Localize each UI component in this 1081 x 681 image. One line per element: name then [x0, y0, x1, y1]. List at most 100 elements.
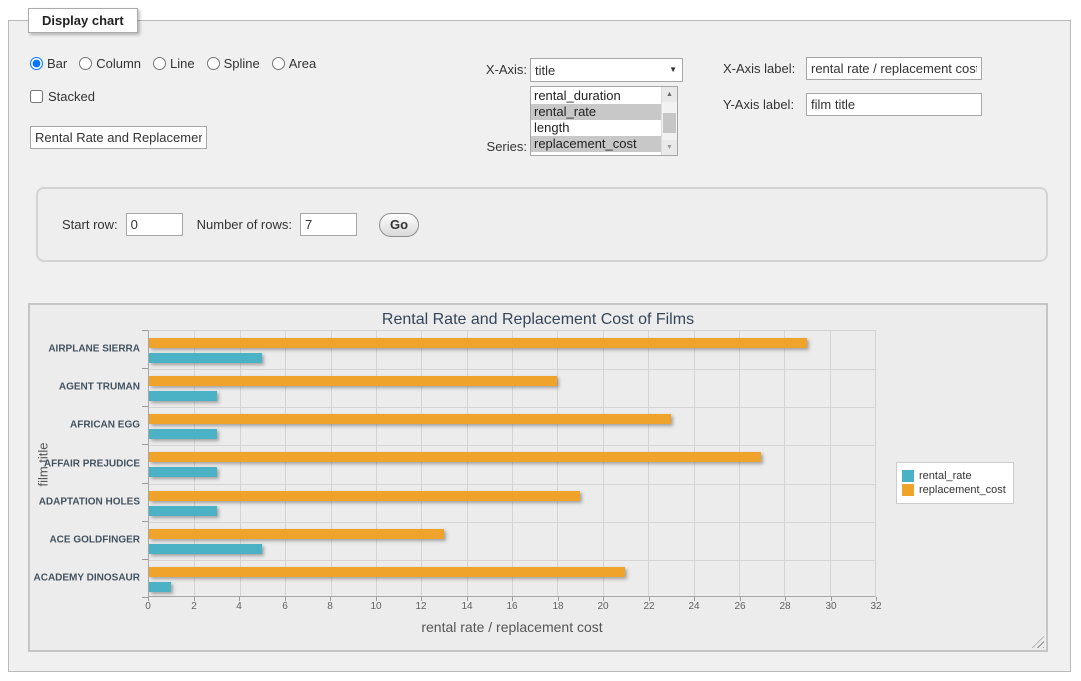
bar-replacement_cost — [149, 376, 557, 386]
bar-rental_rate — [149, 391, 217, 401]
series-option[interactable]: replacement_cost — [531, 136, 661, 152]
x-axis-select[interactable]: title — [530, 58, 683, 82]
chart-type-label[interactable]: Column — [96, 56, 141, 71]
gridline — [467, 331, 468, 596]
x-tick-label: 26 — [734, 601, 745, 612]
gridline — [285, 331, 286, 596]
gridline — [149, 522, 875, 523]
series-scrollbar[interactable]: ▲ ▼ — [661, 87, 677, 155]
gridline — [603, 331, 604, 596]
gridline — [149, 369, 875, 370]
x-axis-title: rental rate / replacement cost — [148, 619, 876, 635]
gridline — [149, 560, 875, 561]
x-tick-label: 4 — [236, 601, 242, 612]
chart-container: Rental Rate and Replacement Cost of Film… — [28, 303, 1048, 652]
stacked-label[interactable]: Stacked — [48, 89, 95, 104]
x-tick-label: 0 — [145, 601, 151, 612]
series-option-list: rental_durationrental_ratelengthreplacem… — [531, 87, 661, 155]
y-axis-label-field-label: Y-Axis label: — [723, 97, 794, 112]
plot-area — [148, 330, 876, 597]
x-tick-label: 10 — [370, 601, 381, 612]
panel-legend: Display chart — [28, 8, 138, 33]
y-axis-label-input[interactable] — [806, 93, 982, 116]
chart-type-label[interactable]: Area — [289, 56, 316, 71]
chart-type-radio-column[interactable] — [79, 57, 92, 70]
chart-type-radio-spline[interactable] — [207, 57, 220, 70]
category-label: AIRPLANE SIERRA — [30, 344, 140, 355]
stacked-checkbox[interactable] — [30, 90, 43, 103]
bar-replacement_cost — [149, 567, 625, 577]
series-option[interactable]: rental_rate — [531, 104, 661, 120]
legend-item[interactable]: rental_rate — [902, 470, 1006, 482]
rows-panel-inner: Start row: Number of rows: Go — [38, 189, 1046, 260]
x-tick-label: 14 — [461, 601, 472, 612]
start-row-input[interactable] — [126, 213, 183, 236]
bar-replacement_cost — [149, 529, 444, 539]
bar-rental_rate — [149, 506, 217, 516]
gridline — [240, 331, 241, 596]
bar-replacement_cost — [149, 414, 671, 424]
series-listbox[interactable]: rental_durationrental_ratelengthreplacem… — [530, 86, 678, 156]
axis-tick — [142, 559, 148, 560]
bar-rental_rate — [149, 582, 171, 592]
bar-rental_rate — [149, 353, 262, 363]
legend-label: rental_rate — [919, 470, 972, 482]
gridline — [331, 331, 332, 596]
gridline — [648, 331, 649, 596]
x-axis-field-label: X-Axis: — [466, 62, 527, 77]
gridline — [739, 331, 740, 596]
category-label: AFRICAN EGG — [30, 420, 140, 431]
x-tick-label: 16 — [506, 601, 517, 612]
num-rows-label: Number of rows: — [197, 217, 292, 232]
x-tick-label: 22 — [643, 601, 654, 612]
series-field-label: Series: — [466, 139, 527, 154]
chart-type-radio-group: Bar Column Line Spline Area — [30, 56, 324, 71]
x-tick-label: 12 — [415, 601, 426, 612]
series-option[interactable]: length — [531, 120, 661, 136]
gridline — [421, 331, 422, 596]
gridline — [557, 331, 558, 596]
chart-title-input[interactable] — [30, 126, 207, 149]
chart-type-radio-bar[interactable] — [30, 57, 43, 70]
series-option[interactable]: rental_duration — [531, 88, 661, 104]
x-axis-select-wrap: title ▼ — [530, 58, 683, 82]
scrollbar-thumb[interactable] — [663, 113, 676, 133]
gridline — [512, 331, 513, 596]
axis-tick — [142, 483, 148, 484]
axis-tick — [142, 406, 148, 407]
x-axis-label-field-label: X-Axis label: — [723, 61, 795, 76]
x-tick-label: 8 — [327, 601, 333, 612]
category-label: AFFAIR PREJUDICE — [30, 459, 140, 470]
chart-type-radio-area[interactable] — [272, 57, 285, 70]
chart-legend: rental_rate replacement_cost — [896, 462, 1014, 504]
scroll-down-icon[interactable]: ▼ — [662, 140, 677, 155]
legend-item[interactable]: replacement_cost — [902, 484, 1006, 496]
x-tick-label: 2 — [191, 601, 197, 612]
gridline — [830, 331, 831, 596]
num-rows-input[interactable] — [300, 213, 357, 236]
chart-type-label[interactable]: Line — [170, 56, 195, 71]
legend-swatch — [902, 484, 914, 496]
chart-type-radio-line[interactable] — [153, 57, 166, 70]
stacked-checkbox-row: Stacked — [30, 89, 95, 104]
gridline — [149, 484, 875, 485]
bar-rental_rate — [149, 429, 217, 439]
x-tick-label: 18 — [552, 601, 563, 612]
chart-type-label[interactable]: Spline — [224, 56, 260, 71]
gridline — [149, 445, 875, 446]
x-tick-label: 6 — [282, 601, 288, 612]
page: Display chart Bar Column Line Spline Area St… — [0, 0, 1081, 681]
x-axis-label-input[interactable] — [806, 57, 982, 80]
category-label: ACADEMY DINOSAUR — [30, 573, 140, 584]
go-button[interactable]: Go — [379, 213, 419, 237]
x-tick-label: 20 — [597, 601, 608, 612]
scroll-up-icon[interactable]: ▲ — [662, 87, 677, 102]
resize-handle-icon[interactable] — [1032, 636, 1044, 648]
legend-label: replacement_cost — [919, 484, 1006, 496]
category-label: ADAPTATION HOLES — [30, 497, 140, 508]
x-tick-label: 28 — [779, 601, 790, 612]
axis-tick — [142, 444, 148, 445]
gridline — [694, 331, 695, 596]
chart-type-label[interactable]: Bar — [47, 56, 67, 71]
axis-tick — [142, 368, 148, 369]
